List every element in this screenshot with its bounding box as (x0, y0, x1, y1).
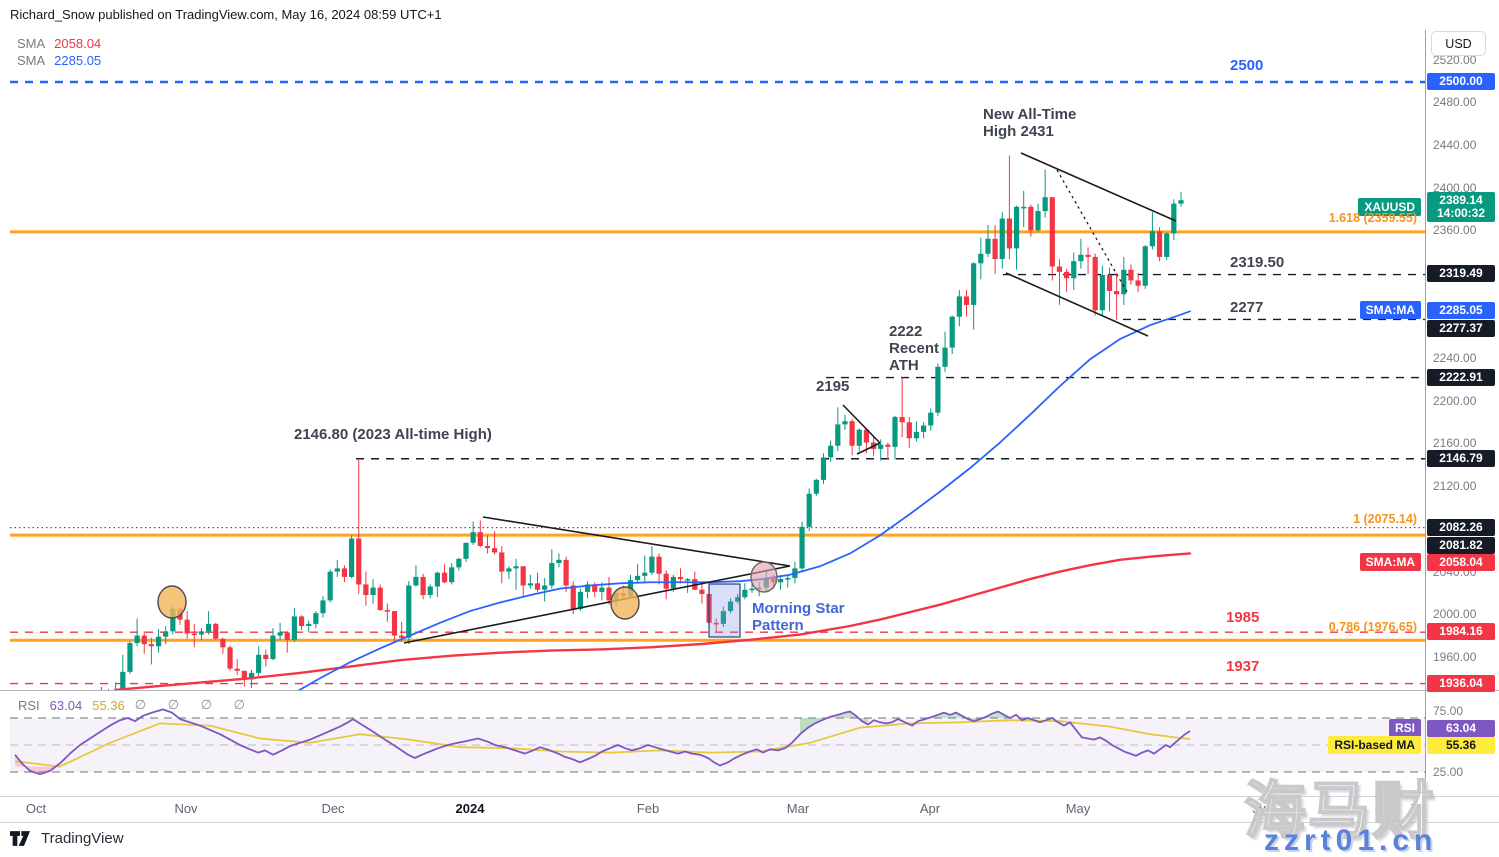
watermark-site-url: zzrt01.cn (1264, 824, 1438, 857)
tradingview-brand-text: TradingView (41, 830, 124, 847)
sma-fast-value: 2285.05 (54, 53, 102, 68)
sma-slow-value: 2058.04 (54, 36, 102, 51)
sma-slow-legend[interactable]: SMA 2058.04 (17, 36, 101, 51)
rsi-ma-value: 55.36 (92, 697, 125, 713)
rsi-value: 63.04 (49, 697, 83, 713)
rsi-label: RSI (18, 697, 40, 713)
rsi-legend[interactable]: RSI 63.04 55.36 ∅ ∅ ∅ ∅ (18, 697, 254, 713)
currency-toggle-button[interactable]: USD (1431, 31, 1486, 56)
rsi-hidden-args: ∅ ∅ ∅ ∅ (134, 697, 254, 712)
sma-fast-legend[interactable]: SMA 2285.05 (17, 53, 101, 68)
tradingview-brand-link[interactable]: TradingView (10, 830, 124, 847)
sma-fast-label: SMA (17, 53, 46, 68)
tradingview-logo-icon (10, 831, 30, 846)
watermark-site-name: 海马财经 (1243, 776, 1437, 847)
publish-attribution: Richard_Snow published on TradingView.co… (10, 7, 442, 22)
sma-slow-label: SMA (17, 36, 46, 51)
